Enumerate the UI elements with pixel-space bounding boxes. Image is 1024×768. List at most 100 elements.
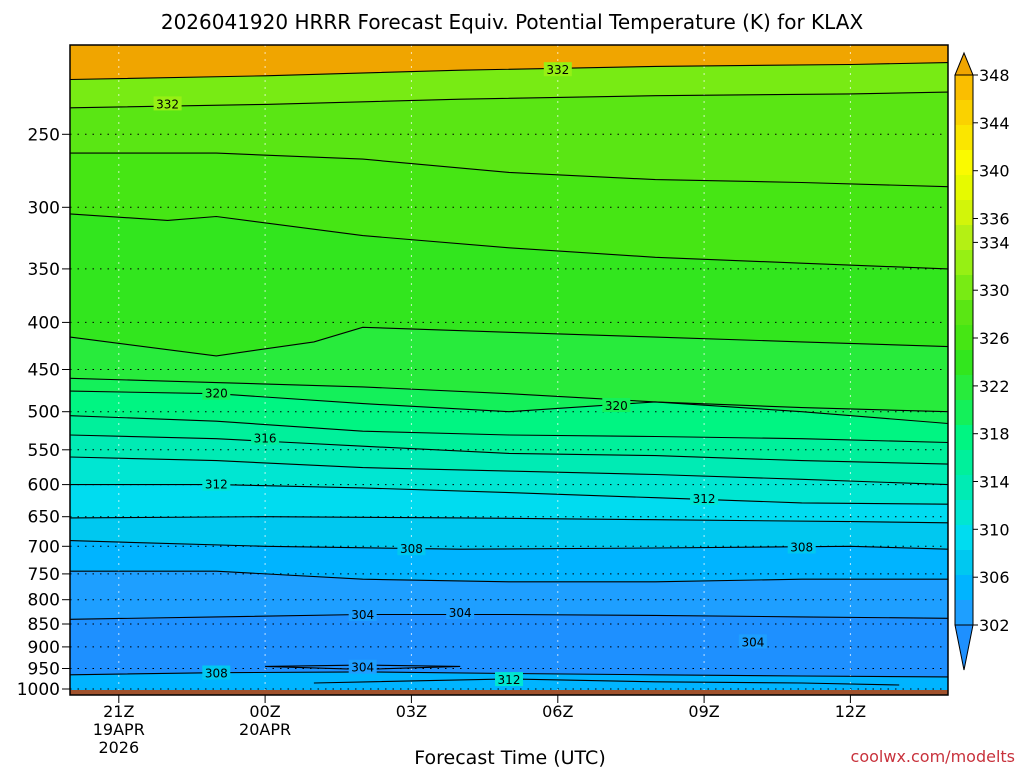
colorbar-swatch — [955, 350, 973, 375]
colorbar-label: 326 — [979, 329, 1010, 348]
contour-label-text: 308 — [205, 667, 228, 681]
x-tick-line: 2026 — [98, 738, 139, 757]
contour-line-312 — [313, 678, 900, 686]
y-tick-label: 900 — [28, 638, 60, 658]
contour-line-324 — [70, 326, 948, 357]
contour-label: 304 — [738, 634, 767, 649]
colorbar-swatch — [955, 575, 973, 600]
contour-label-bg — [543, 62, 572, 77]
x-axis: 21Z 19APR 2026 00Z 20APR 03Z 06Z 09Z 12Z — [93, 695, 866, 757]
colorbar-max-arrow — [954, 51, 974, 76]
contour-line-308 — [70, 540, 948, 550]
colorbar-frame — [954, 74, 974, 626]
y-axis: 250 300 350 400 450 500 550 600 650 700 750 800 850 9… — [17, 125, 70, 700]
contour-labels: 332 332 320 316 320 312 312 308 308 304 304 304 304 3… — [153, 62, 816, 687]
contour-label-text: 320 — [605, 399, 628, 413]
contour-label-text: 332 — [546, 63, 569, 77]
contour-label-bg — [348, 607, 377, 621]
y-tick-label: 600 — [28, 476, 60, 496]
colorbar-label: 302 — [979, 616, 1010, 635]
colorbar-swatch — [955, 150, 973, 175]
credit-text: coolwx.com/modelts — [851, 747, 1015, 766]
contour-label-bg — [348, 659, 377, 674]
contour-label-bg — [602, 398, 631, 412]
y-tick-label: 250 — [28, 125, 60, 145]
contour-label-bg — [397, 541, 426, 556]
colorbar-swatch — [955, 250, 973, 275]
contour-label: 316 — [251, 430, 280, 446]
y-tick-label: 500 — [28, 403, 60, 423]
y-tick-label: 750 — [28, 565, 60, 585]
colorbar-swatch — [955, 450, 973, 475]
contour-line-326 — [70, 213, 948, 270]
colorbar-label: 314 — [979, 473, 1010, 492]
colorbar-swatch — [955, 550, 973, 575]
contour-label-text: 308 — [400, 542, 423, 556]
colorbar-swatch — [955, 600, 973, 625]
colorbar-label: 344 — [979, 114, 1010, 133]
x-tick-line: 06Z — [542, 702, 573, 721]
x-tick-line: 19APR — [93, 720, 145, 739]
y-tick-label: 850 — [28, 615, 60, 635]
x-tick-label: 09Z — [688, 702, 719, 721]
contour-label: 308 — [787, 539, 816, 555]
x-tick-line: 12Z — [835, 702, 866, 721]
x-tick-line: 03Z — [396, 702, 427, 721]
y-tick-label: 800 — [28, 591, 60, 611]
colorbar-swatch — [955, 200, 973, 225]
contour-label-bg — [787, 539, 816, 554]
colorbar-swatch — [955, 275, 973, 300]
y-tick-label: 700 — [28, 537, 60, 557]
contour-label-bg — [738, 634, 767, 649]
y-tick-label: 950 — [28, 660, 60, 680]
contour-label-text: 332 — [156, 97, 179, 111]
y-tick-label: 550 — [28, 441, 60, 461]
colorbar-swatch — [955, 100, 973, 125]
contour-label: 312 — [202, 476, 231, 492]
contour-label-bg — [202, 476, 231, 491]
contour-label-text: 304 — [449, 606, 472, 620]
contour-label-bg — [153, 96, 182, 111]
contour-label-bg — [690, 491, 719, 505]
y-tick-label: 300 — [28, 198, 60, 218]
colorbar-swatch — [955, 500, 973, 525]
colorbar-label: 318 — [979, 425, 1010, 444]
contour-label-bg — [446, 605, 475, 619]
contour-label-text: 308 — [790, 541, 813, 555]
colorbar-label: 306 — [979, 568, 1010, 587]
chart-title: 2026041920 HRRR Forecast Equiv. Potentia… — [161, 10, 864, 34]
colorbar-label: 334 — [979, 233, 1010, 252]
contour-label: 304 — [348, 659, 377, 675]
contour-label-bg — [251, 430, 280, 445]
contour-label-bg — [202, 665, 231, 680]
contour-label: 320 — [602, 398, 631, 413]
colorbar-swatch — [955, 125, 973, 150]
contour-label-text: 304 — [351, 661, 374, 675]
contour-label: 312 — [690, 491, 719, 506]
colorbar-label: 336 — [979, 210, 1010, 229]
contour-line-318 — [70, 415, 948, 444]
contour-label: 312 — [495, 672, 523, 687]
colorbar-swatch — [955, 300, 973, 325]
colorbar-swatch — [955, 225, 973, 250]
colorbar-swatch — [955, 325, 973, 350]
y-tick-label: 650 — [28, 508, 60, 528]
contour-fill-bands — [70, 45, 948, 695]
contour-label: 308 — [202, 665, 231, 681]
contour-label-text: 316 — [254, 432, 277, 446]
colorbar-swatch — [955, 175, 973, 200]
contour-label-text: 304 — [741, 635, 764, 649]
x-tick-line: 00Z — [249, 702, 280, 721]
x-tick-label: 12Z — [835, 702, 866, 721]
x-tick-label: 06Z — [542, 702, 573, 721]
colorbar-label: 348 — [979, 66, 1010, 85]
y-tick-label: 1000 — [17, 680, 60, 700]
contour-label-bg — [202, 385, 231, 400]
contour-line-328 — [70, 152, 948, 188]
contour-line-310 — [70, 516, 948, 524]
contour-label: 304 — [446, 605, 475, 620]
x-tick-line: 21Z — [103, 702, 134, 721]
contour-label-text: 312 — [205, 478, 228, 492]
y-tick-label: 350 — [28, 260, 60, 280]
